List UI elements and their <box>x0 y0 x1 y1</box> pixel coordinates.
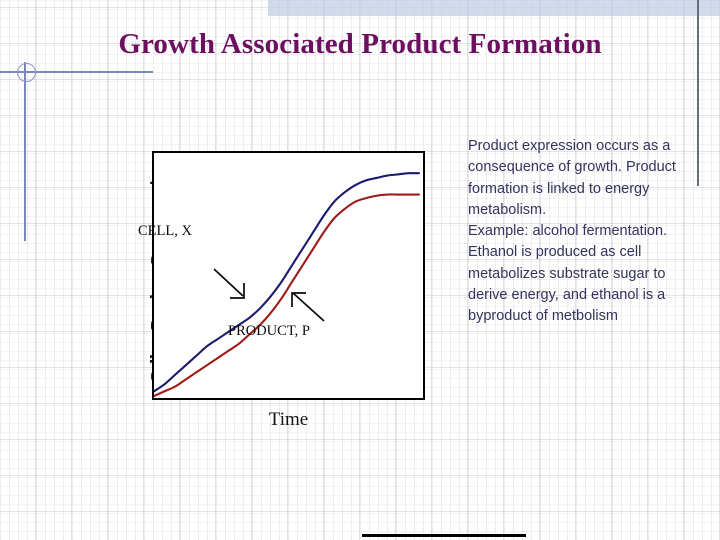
product-annotation-arrow <box>291 292 325 322</box>
bottom-rule <box>362 534 526 537</box>
growth-curve-figure: Cell or Product Concentration CELL, X PR… <box>108 145 438 443</box>
product-curve <box>154 193 421 398</box>
body-text-column: Product expression occurs as a consequen… <box>468 136 680 328</box>
horizontal-rule-left <box>0 71 153 73</box>
cell-curve <box>154 172 421 393</box>
page-title: Growth Associated Product Formation <box>118 28 602 60</box>
header-decoration-band <box>268 0 720 16</box>
x-axis-label: Time <box>268 409 309 430</box>
circle-decoration-icon <box>17 63 36 82</box>
cell-annotation-arrow <box>213 268 245 299</box>
plot-frame <box>152 151 425 400</box>
product-curve-label: PRODUCT, P <box>228 323 310 339</box>
plot-area <box>154 172 421 398</box>
cell-curve-label: CELL, X <box>138 223 192 239</box>
vertical-rule-right <box>697 0 699 186</box>
body-paragraph-1: Product expression occurs as a consequen… <box>468 138 676 218</box>
vertical-rule-left <box>24 62 26 241</box>
body-paragraph-2: Example: alcohol fermentation. Ethanol i… <box>468 223 668 325</box>
